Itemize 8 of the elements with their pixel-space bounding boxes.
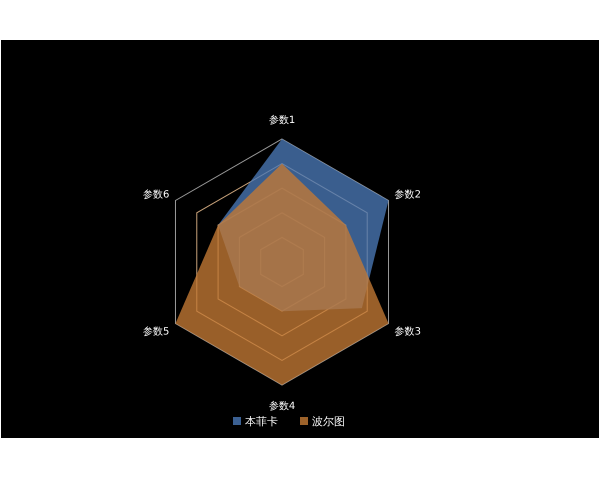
spoke-label: 参数3	[394, 326, 422, 338]
spoke-label: 参数1	[268, 114, 296, 126]
spoke-label: 参数6	[142, 188, 170, 200]
spoke-label: 参数2	[394, 188, 422, 200]
legend-label: 波尔图	[312, 415, 345, 428]
spoke-label: 参数5	[142, 326, 170, 338]
legend-label: 本菲卡	[245, 415, 278, 428]
spoke-label: 参数4	[268, 400, 296, 412]
